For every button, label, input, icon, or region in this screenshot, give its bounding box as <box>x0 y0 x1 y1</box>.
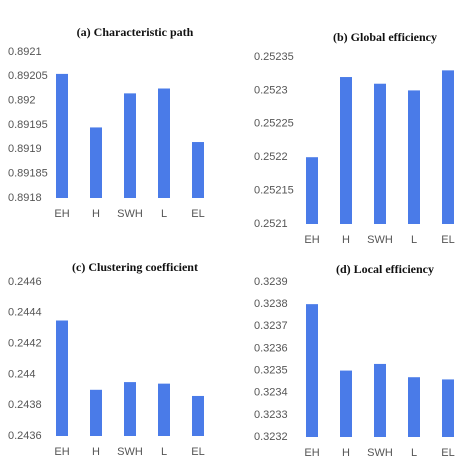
bar <box>306 304 318 437</box>
y-tick-label: 0.3232 <box>254 431 288 443</box>
bar <box>90 389 102 436</box>
bar <box>408 377 420 437</box>
y-tick-label: 0.3233 <box>254 409 288 421</box>
bar <box>56 320 68 436</box>
bar <box>192 142 204 198</box>
y-tick-label: 0.3239 <box>254 276 288 288</box>
x-tick-label: EH <box>54 446 69 458</box>
y-tick-label: 0.25225 <box>254 118 294 130</box>
y-tick-label: 0.25235 <box>254 51 294 63</box>
bar <box>340 370 352 437</box>
y-tick-label: 0.3238 <box>254 298 288 310</box>
bar <box>408 90 420 225</box>
x-tick-label: EH <box>54 208 69 220</box>
y-tick-label: 0.2436 <box>8 430 42 442</box>
chart-title: (a) Characteristic path <box>77 25 194 39</box>
y-tick-label: 0.3235 <box>254 364 288 376</box>
y-tick-label: 0.2446 <box>8 276 42 288</box>
bar <box>56 73 68 198</box>
bar <box>90 127 102 198</box>
bar <box>340 77 352 224</box>
x-tick-label: L <box>411 234 417 246</box>
bar <box>442 379 454 437</box>
x-tick-label: EL <box>191 208 204 220</box>
bar <box>124 382 136 436</box>
y-tick-label: 0.8919 <box>8 143 42 155</box>
x-tick-label: L <box>161 208 167 220</box>
y-tick-label: 0.89195 <box>8 119 48 131</box>
y-tick-label: 0.8918 <box>8 192 42 204</box>
y-tick-label: 0.3237 <box>254 320 288 332</box>
x-tick-label: SWH <box>117 208 143 220</box>
y-tick-label: 0.89205 <box>8 70 48 82</box>
x-tick-label: SWH <box>367 447 393 459</box>
bar <box>306 157 318 224</box>
bar <box>124 93 136 198</box>
x-tick-label: L <box>161 446 167 458</box>
chart-title: (c) Clustering coefficient <box>72 260 198 274</box>
x-tick-label: L <box>411 447 417 459</box>
y-tick-label: 0.2438 <box>8 399 42 411</box>
bar <box>442 70 454 224</box>
y-tick-label: 0.89185 <box>8 168 48 180</box>
y-tick-label: 0.3234 <box>254 387 288 399</box>
y-tick-label: 0.2442 <box>8 338 42 350</box>
bar <box>192 395 204 436</box>
y-tick-label: 0.25215 <box>254 185 294 197</box>
x-tick-label: H <box>342 447 350 459</box>
x-tick-label: EL <box>441 447 454 459</box>
y-tick-label: 0.2521 <box>254 218 288 230</box>
x-tick-label: SWH <box>367 234 393 246</box>
y-tick-label: 0.892 <box>8 95 36 107</box>
x-tick-label: H <box>92 446 100 458</box>
chart-title: (d) Local efficiency <box>336 262 434 276</box>
y-tick-label: 0.3236 <box>254 342 288 354</box>
x-tick-label: H <box>92 208 100 220</box>
y-tick-label: 0.8921 <box>8 46 42 58</box>
chart-title: (b) Global efficiency <box>333 30 437 44</box>
bar <box>374 83 386 224</box>
x-tick-label: SWH <box>117 446 143 458</box>
y-tick-label: 0.2444 <box>8 307 42 319</box>
x-tick-label: EH <box>304 234 319 246</box>
x-tick-label: EH <box>304 447 319 459</box>
bar <box>158 88 170 198</box>
x-tick-label: EL <box>441 234 454 246</box>
bar <box>158 383 170 436</box>
bar <box>374 363 386 437</box>
x-tick-label: H <box>342 234 350 246</box>
y-tick-label: 0.2523 <box>254 84 288 96</box>
y-tick-label: 0.2522 <box>254 151 288 163</box>
x-tick-label: EL <box>191 446 204 458</box>
y-tick-label: 0.244 <box>8 368 36 380</box>
